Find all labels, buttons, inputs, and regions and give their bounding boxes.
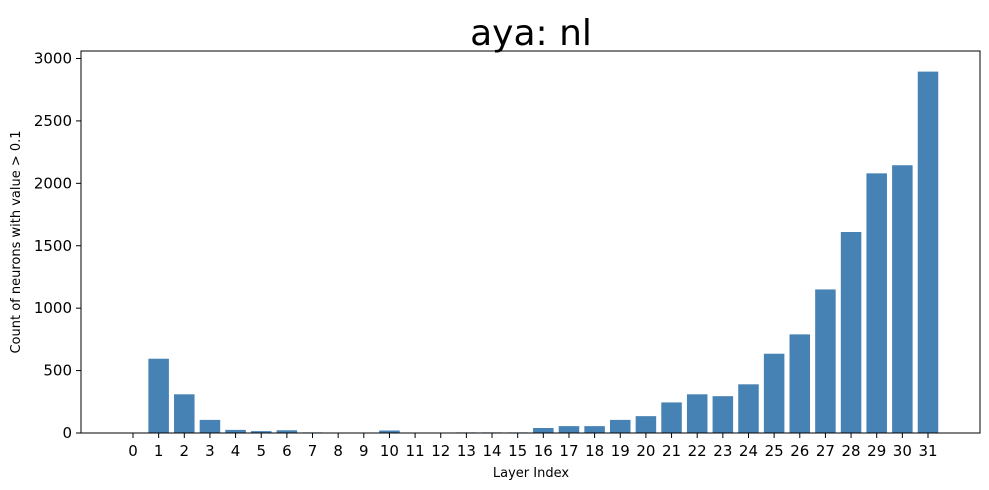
x-tick-label: 10 bbox=[380, 442, 399, 460]
x-tick-label: 31 bbox=[918, 442, 937, 460]
y-tick-label: 1000 bbox=[34, 299, 72, 317]
x-tick-label: 23 bbox=[713, 442, 732, 460]
x-tick-label: 2 bbox=[180, 442, 190, 460]
bar-layer-31 bbox=[917, 71, 939, 434]
bar-layer-27 bbox=[815, 289, 836, 433]
x-axis-label: Layer Index bbox=[493, 466, 569, 481]
bar-layer-26 bbox=[789, 334, 811, 433]
x-tick-label: 5 bbox=[256, 442, 266, 460]
bar-layer-3 bbox=[199, 419, 221, 433]
y-axis-ticks: 0 500 1000 1500 2000 2500 3000 bbox=[34, 50, 81, 442]
x-tick-label: 9 bbox=[359, 442, 369, 460]
x-tick-label: 14 bbox=[482, 442, 501, 460]
x-tick-label: 20 bbox=[636, 442, 655, 460]
bar-layer-4 bbox=[225, 429, 246, 433]
y-tick-label: 3000 bbox=[34, 50, 72, 68]
x-tick-label: 27 bbox=[816, 442, 835, 460]
bar-layer-20 bbox=[635, 416, 657, 433]
bar-layer-30 bbox=[892, 165, 913, 434]
x-tick-label: 22 bbox=[688, 442, 707, 460]
x-tick-label: 24 bbox=[739, 442, 758, 460]
y-tick-label: 0 bbox=[62, 424, 72, 442]
bars-group bbox=[148, 71, 939, 434]
x-axis-ticks: 0 1 2 3 4 5 6 7 8 9 10 11 12 13 14 15 16 17 18 19 20 21 22 23 24… bbox=[128, 433, 938, 460]
bar-layer-21 bbox=[661, 402, 682, 433]
bar-layer-5 bbox=[250, 431, 272, 433]
x-tick-label: 3 bbox=[205, 442, 215, 460]
x-tick-label: 4 bbox=[231, 442, 241, 460]
x-tick-label: 17 bbox=[559, 442, 578, 460]
y-tick-label: 500 bbox=[43, 362, 72, 380]
bar-layer-29 bbox=[866, 173, 887, 433]
bar-layer-6 bbox=[276, 430, 298, 433]
x-tick-label: 6 bbox=[282, 442, 292, 460]
x-tick-label: 13 bbox=[457, 442, 476, 460]
x-tick-label: 12 bbox=[431, 442, 450, 460]
x-tick-label: 19 bbox=[611, 442, 630, 460]
x-tick-label: 21 bbox=[662, 442, 681, 460]
bar-layer-22 bbox=[686, 394, 708, 433]
y-tick-label: 1500 bbox=[34, 237, 72, 255]
x-tick-label: 18 bbox=[585, 442, 604, 460]
x-tick-label: 8 bbox=[333, 442, 343, 460]
y-tick-label: 2000 bbox=[34, 174, 72, 192]
x-tick-label: 26 bbox=[790, 442, 809, 460]
y-tick-label: 2500 bbox=[34, 112, 72, 130]
x-tick-label: 1 bbox=[154, 442, 164, 460]
bar-layer-10 bbox=[379, 430, 400, 433]
x-tick-label: 0 bbox=[128, 442, 138, 460]
x-tick-label: 30 bbox=[893, 442, 912, 460]
bar-layer-25 bbox=[763, 353, 785, 433]
x-tick-label: 28 bbox=[842, 442, 861, 460]
chart-title: aya: nl bbox=[470, 13, 592, 54]
bar-layer-18 bbox=[584, 426, 605, 433]
bar-layer-17 bbox=[558, 426, 580, 433]
bar-layer-16 bbox=[533, 428, 554, 433]
y-axis-label: Count of neurons with value > 0.1 bbox=[9, 130, 24, 353]
x-tick-label: 16 bbox=[534, 442, 553, 460]
x-tick-label: 7 bbox=[308, 442, 318, 460]
bar-layer-28 bbox=[840, 232, 862, 433]
bar-layer-24 bbox=[738, 384, 759, 433]
x-tick-label: 11 bbox=[406, 442, 425, 460]
x-tick-label: 15 bbox=[508, 442, 527, 460]
bar-layer-2 bbox=[174, 394, 195, 433]
bar-layer-1 bbox=[148, 358, 169, 433]
x-tick-label: 25 bbox=[765, 442, 784, 460]
bar-layer-19 bbox=[610, 419, 631, 433]
bar-layer-23 bbox=[712, 396, 734, 433]
x-tick-label: 29 bbox=[867, 442, 886, 460]
plot-frame bbox=[80, 50, 981, 434]
